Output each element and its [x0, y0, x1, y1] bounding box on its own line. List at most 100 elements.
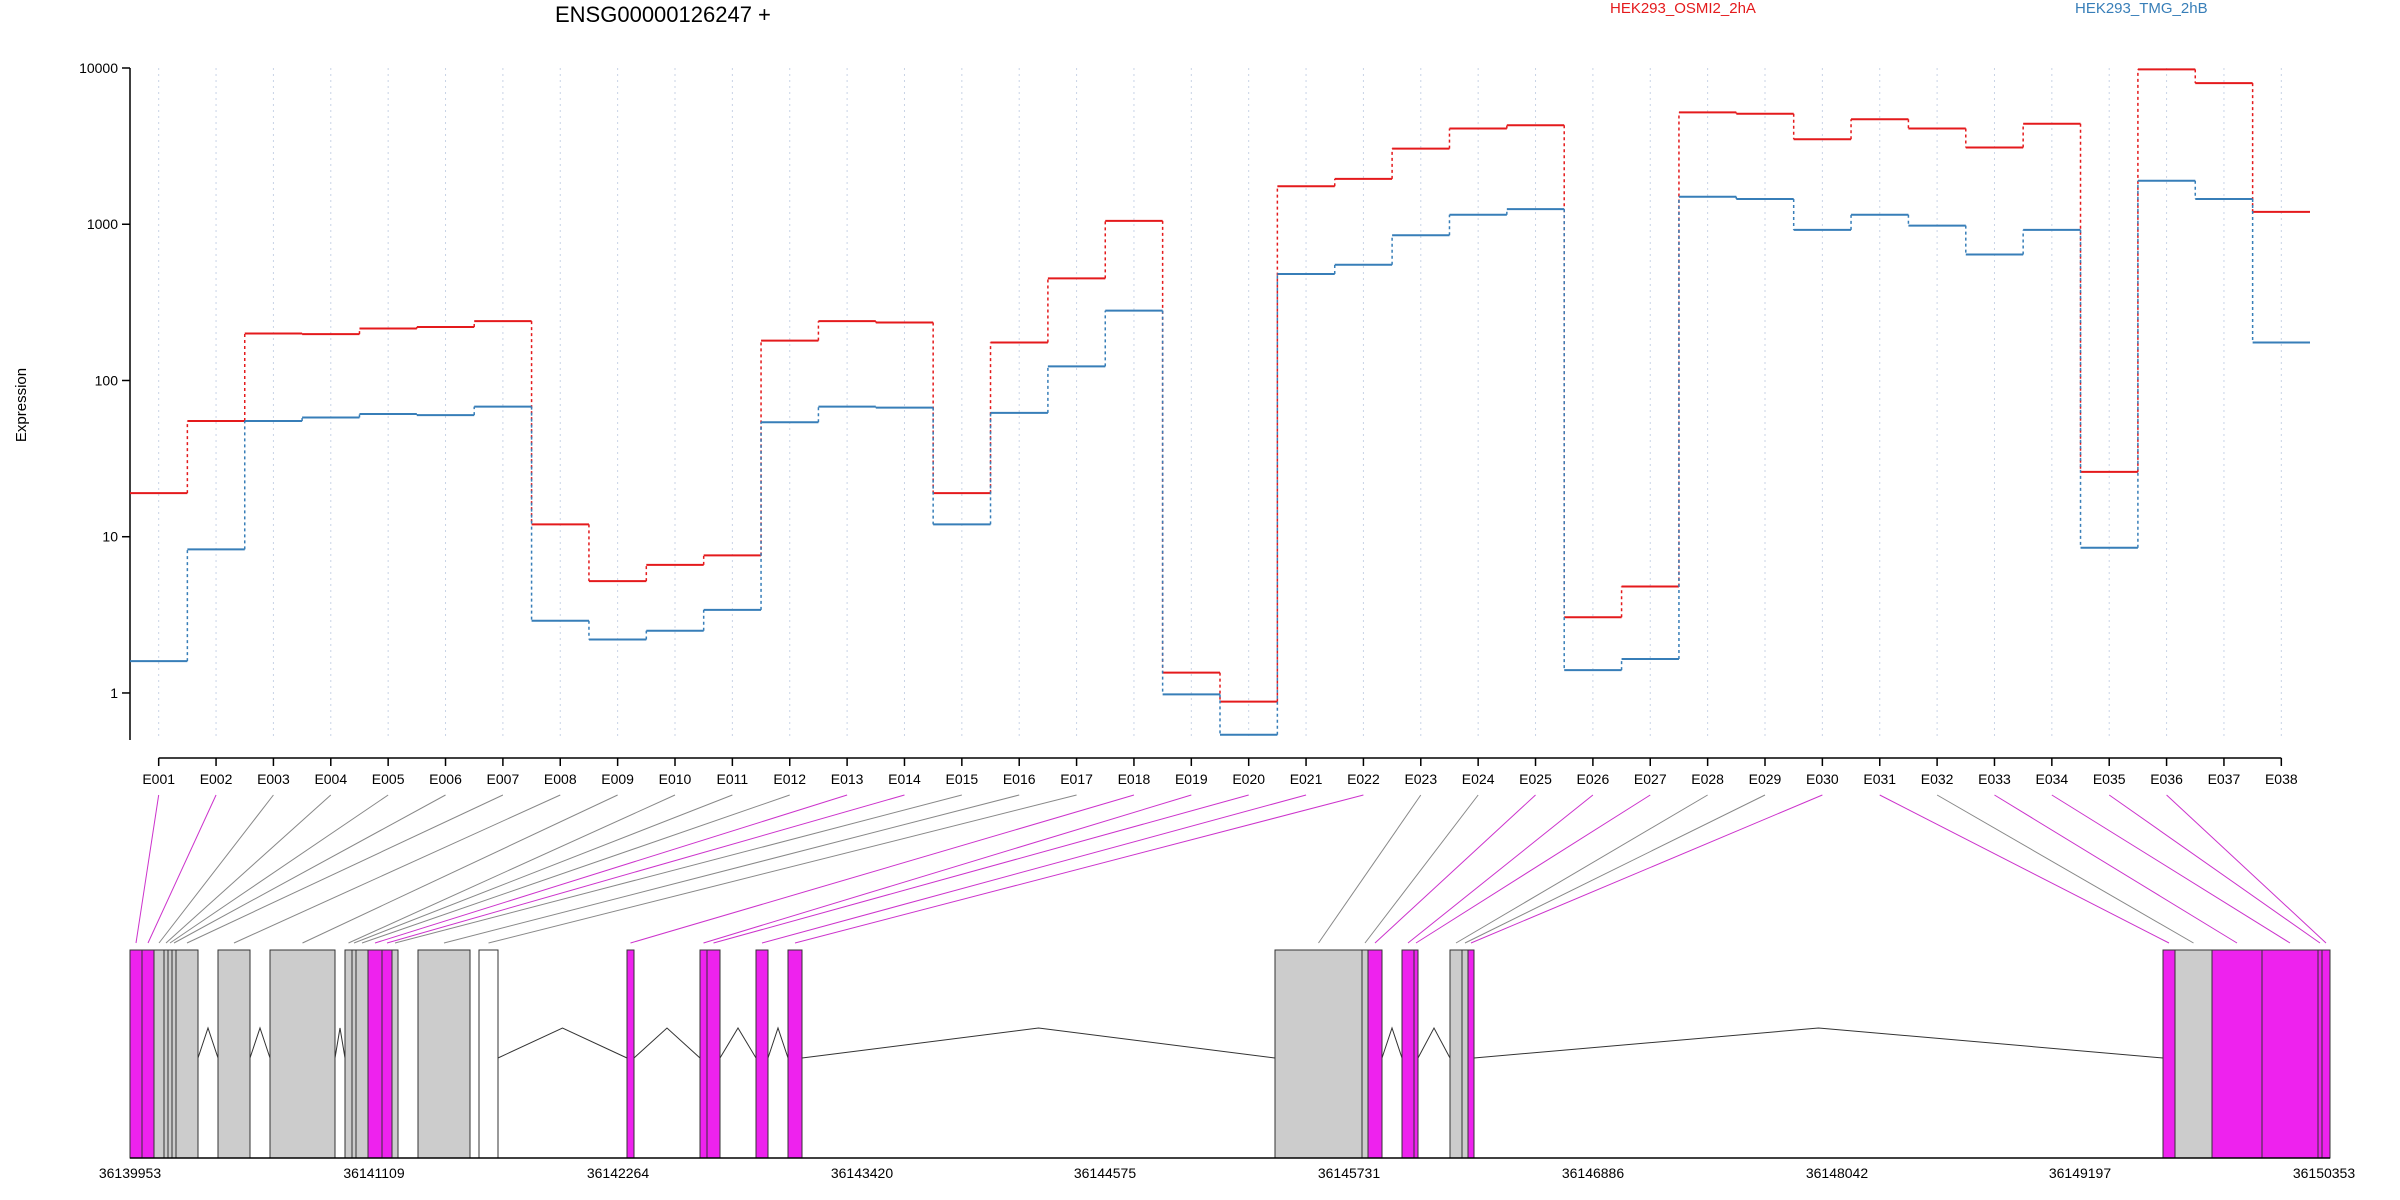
x-tick-labels: E001 E002 E003 E004 E005 E006 E007 E008 E009 E010…	[142, 758, 2298, 787]
exon-box	[1361, 949, 1369, 1159]
exon-box	[1413, 949, 1419, 1159]
exon-connector	[1936, 794, 2194, 944]
series-lines	[130, 68, 2310, 736]
x-tick-label: E035	[2093, 771, 2126, 787]
exon-box	[2174, 949, 2213, 1159]
intron-line	[249, 1026, 271, 1059]
y-tick-label: 100	[95, 372, 119, 388]
y-tick-label: 1	[110, 685, 118, 701]
exon-box	[2317, 949, 2323, 1159]
x-tick-label: E024	[1462, 771, 1495, 787]
exon-connector	[1464, 794, 1766, 944]
x-tick-label: E018	[1118, 771, 1151, 787]
exon-box	[626, 949, 635, 1159]
exon-connector	[169, 794, 389, 944]
exon-box	[153, 949, 165, 1159]
exon-connector	[443, 794, 1020, 944]
exon-box	[351, 949, 357, 1159]
exon-box	[706, 949, 721, 1159]
exon-box	[381, 949, 393, 1159]
coordinate-tick-label: 36148042	[1806, 1165, 1869, 1181]
x-tick-label: E008	[544, 771, 577, 787]
legend-series-1: HEK293_OSMI2_2hA	[1610, 0, 1756, 17]
exon-box	[417, 949, 471, 1159]
x-tick-label: E002	[200, 771, 233, 787]
x-tick-label: E004	[314, 771, 347, 787]
exon-box	[129, 949, 143, 1159]
exon-box	[1274, 949, 1363, 1159]
exon-box	[269, 949, 336, 1159]
x-tick-label: E007	[487, 771, 520, 787]
exon-connector	[173, 794, 446, 944]
intron-line	[1417, 1026, 1451, 1059]
exon-connector	[386, 794, 905, 944]
exon-connector	[1879, 794, 2170, 944]
coordinate-tick-label: 36145731	[1318, 1165, 1381, 1181]
x-tick-label: E001	[142, 771, 175, 787]
x-tick-label: E027	[1634, 771, 1667, 787]
exon-connector	[394, 794, 962, 944]
y-axis-label: Expression	[13, 368, 30, 442]
exon-connector	[348, 794, 676, 944]
exon-box	[141, 949, 155, 1159]
x-tick-label: E031	[1863, 771, 1896, 787]
exon-box	[2211, 949, 2263, 1159]
exon-box	[167, 949, 173, 1159]
exon-box	[391, 949, 399, 1159]
exon-box	[163, 949, 169, 1159]
intron-line	[801, 1027, 1276, 1059]
exon-connector	[1374, 794, 1536, 944]
x-tick-label: E003	[257, 771, 290, 787]
coordinate-tick-labels: 36139953 36141109 36142264 36143420 36144575…	[99, 1165, 2356, 1181]
exon-connector	[488, 794, 1077, 944]
exon-box	[171, 949, 177, 1159]
exon-connector	[135, 794, 160, 944]
y-tick-label: 10	[102, 529, 118, 545]
x-tick-label: E023	[1404, 771, 1437, 787]
x-tick-label: E022	[1347, 771, 1380, 787]
x-tick-label: E021	[1290, 771, 1323, 787]
intron-line	[1473, 1027, 2164, 1059]
exon-box	[367, 949, 383, 1159]
intron-line	[197, 1026, 219, 1059]
x-tick-label: E013	[831, 771, 864, 787]
x-tick-label: E005	[372, 771, 405, 787]
y-tick-label: 1000	[87, 216, 118, 232]
exon-box	[1367, 949, 1383, 1159]
exon-box	[355, 949, 369, 1159]
exon-connector	[158, 794, 274, 944]
exon-connector	[630, 794, 1135, 944]
x-tick-label: E009	[601, 771, 634, 787]
exon-box	[478, 949, 499, 1159]
grid-lines	[158, 68, 2282, 740]
x-tick-label: E006	[429, 771, 462, 787]
exon-box	[1401, 949, 1415, 1159]
exon-box	[175, 949, 199, 1159]
exon-connector	[1364, 794, 1479, 944]
exon-connector	[1318, 794, 1422, 944]
x-tick-label: E014	[888, 771, 921, 787]
coordinate-tick-label: 36139953	[99, 1165, 162, 1181]
y-tick-label: 10000	[79, 60, 118, 76]
x-tick-label: E037	[2208, 771, 2241, 787]
exon-box	[344, 949, 353, 1159]
coordinate-tick-label: 36144575	[1074, 1165, 1137, 1181]
axes: 1 10 100 1000 10000	[79, 60, 2282, 759]
x-tick-label: E032	[1921, 771, 1954, 787]
exon-connector	[147, 794, 217, 944]
x-tick-label: E036	[2150, 771, 2183, 787]
exon-connector	[1415, 794, 1651, 944]
x-tick-label: E030	[1806, 771, 1839, 787]
x-tick-label: E028	[1691, 771, 1724, 787]
exon-connector	[2166, 794, 2327, 944]
exon-connector	[703, 794, 1192, 944]
exon-connector	[1455, 794, 1708, 944]
x-tick-label: E029	[1749, 771, 1782, 787]
exon-connector	[361, 794, 790, 944]
exon-box	[1467, 949, 1475, 1159]
exon-connector	[2108, 794, 2321, 944]
coordinate-tick-label: 36149197	[2049, 1165, 2112, 1181]
exon-connector	[374, 794, 848, 944]
chart-title: ENSG00000126247 +	[555, 2, 771, 27]
exon-box	[2162, 949, 2176, 1159]
